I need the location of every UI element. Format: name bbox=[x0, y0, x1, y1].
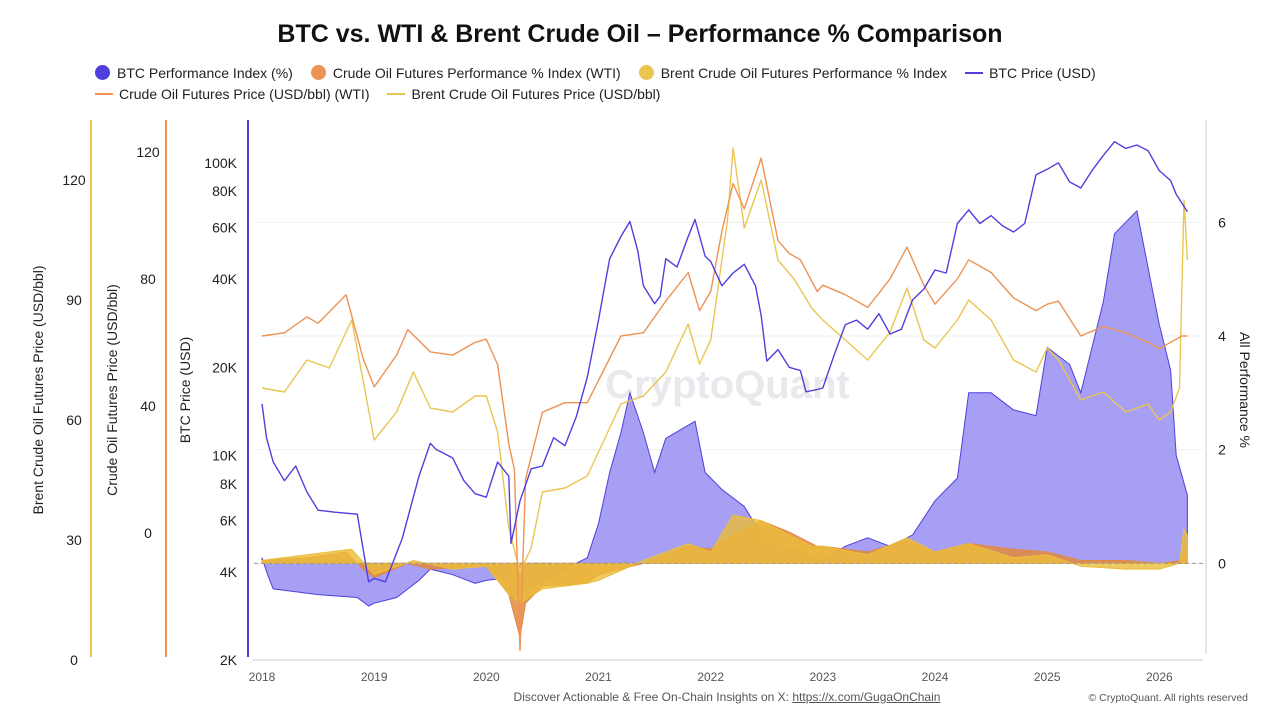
wti-tick-label: 40 bbox=[140, 398, 156, 414]
btc-tick-label: 8K bbox=[220, 476, 238, 492]
footer-note: Discover Actionable & Free On-Chain Insi… bbox=[0, 690, 1280, 704]
x-tick-label: 2018 bbox=[249, 670, 276, 684]
legend-item-brent-price[interactable]: Brent Crude Oil Futures Price (USD/bbl) bbox=[387, 86, 660, 102]
btc-tick-label: 60K bbox=[212, 220, 238, 236]
brent-tick-label: 60 bbox=[66, 412, 82, 428]
wti-tick-label: 120 bbox=[136, 144, 160, 160]
perf-tick-label: 6 bbox=[1218, 214, 1226, 230]
legend-item-btc-price[interactable]: BTC Price (USD) bbox=[965, 65, 1096, 81]
perf-tick-label: 2 bbox=[1218, 442, 1226, 458]
x-tick-label: 2025 bbox=[1034, 670, 1061, 684]
copyright: © CryptoQuant. All rights reserved bbox=[1088, 692, 1248, 704]
x-tick-label: 2024 bbox=[922, 670, 949, 684]
area-brent-crude-oil-futures-performance-index bbox=[261, 514, 1188, 604]
legend-item-wti-performance[interactable]: Crude Oil Futures Performance % Index (W… bbox=[310, 64, 621, 81]
legend-item-brent-performance[interactable]: Brent Crude Oil Futures Performance % In… bbox=[638, 64, 948, 81]
line-crude-oil-futures-price-usd-bbl-wti bbox=[261, 157, 1188, 652]
legend-dot bbox=[95, 65, 110, 80]
x-tick-label: 2021 bbox=[585, 670, 612, 684]
legend-row-2: Crude Oil Futures Price (USD/bbl) (WTI) … bbox=[95, 83, 1215, 104]
area-btc-performance-index bbox=[261, 209, 1188, 607]
btc-tick-label: 20K bbox=[212, 359, 238, 375]
x-tick-label: 2019 bbox=[361, 670, 388, 684]
legend-line bbox=[95, 92, 113, 95]
line-btc-price-usd bbox=[261, 140, 1188, 583]
line-brent-crude-oil-futures-price-usd-bbl bbox=[261, 147, 1189, 573]
footer-link[interactable]: https://x.com/GugaOnChain bbox=[792, 690, 941, 704]
perf-tick-label: 0 bbox=[1218, 555, 1226, 571]
legend-label: BTC Performance Index (%) bbox=[117, 64, 293, 81]
btc-tick-label: 2K bbox=[220, 652, 238, 668]
footer-note-text: Discover Actionable & Free On-Chain Insi… bbox=[513, 690, 793, 704]
brent-tick-label: 120 bbox=[62, 172, 86, 188]
legend-label: Crude Oil Futures Price (USD/bbl) (WTI) bbox=[119, 85, 370, 102]
btc-tick-label: 40K bbox=[212, 271, 238, 287]
watermark: CryptoQuant bbox=[605, 363, 849, 407]
wti-tick-label: 0 bbox=[144, 525, 152, 541]
btc-tick-label: 100K bbox=[204, 155, 237, 171]
perf-tick-label: 4 bbox=[1218, 328, 1226, 344]
legend-dot bbox=[638, 65, 654, 80]
btc-tick-label: 6K bbox=[220, 512, 238, 528]
legend-row-1: BTC Performance Index (%) Crude Oil Futu… bbox=[95, 62, 1215, 83]
legend-dot bbox=[310, 65, 326, 80]
legend-item-btc-performance[interactable]: BTC Performance Index (%) bbox=[95, 65, 293, 81]
perf-axis-title: All Performance % bbox=[1237, 332, 1253, 448]
btc-axis-title: BTC Price (USD) bbox=[177, 337, 193, 444]
wti-tick-label: 80 bbox=[140, 271, 156, 287]
legend-line bbox=[965, 71, 984, 74]
chart-title: BTC vs. WTI & Brent Crude Oil – Performa… bbox=[277, 20, 1003, 48]
x-tick-label: 2020 bbox=[473, 670, 500, 684]
btc-tick-label: 10K bbox=[212, 447, 238, 463]
legend-label: Brent Crude Oil Futures Performance % In… bbox=[660, 64, 948, 81]
legend-label: BTC Price (USD) bbox=[989, 64, 1096, 81]
x-tick-label: 2023 bbox=[809, 670, 836, 684]
brent-axis-title: Brent Crude Oil Futures Price (USD/bbl) bbox=[30, 266, 46, 515]
legend-line bbox=[387, 92, 406, 95]
wti-axis-title: Crude Oil Futures Price (USD/bbl) bbox=[104, 284, 120, 496]
legend-label: Crude Oil Futures Performance % Index (W… bbox=[332, 64, 621, 81]
brent-tick-label: 90 bbox=[66, 292, 82, 308]
x-tick-label: 2022 bbox=[697, 670, 724, 684]
btc-tick-label: 4K bbox=[220, 564, 238, 580]
brent-tick-label: 30 bbox=[66, 532, 82, 548]
legend-item-wti-price[interactable]: Crude Oil Futures Price (USD/bbl) (WTI) bbox=[95, 86, 369, 102]
btc-tick-label: 80K bbox=[212, 183, 238, 199]
brent-tick-label: 0 bbox=[70, 652, 78, 668]
legend: BTC Performance Index (%) Crude Oil Futu… bbox=[95, 62, 1215, 104]
legend-label: Brent Crude Oil Futures Price (USD/bbl) bbox=[411, 85, 661, 102]
x-tick-label: 2026 bbox=[1146, 670, 1173, 684]
